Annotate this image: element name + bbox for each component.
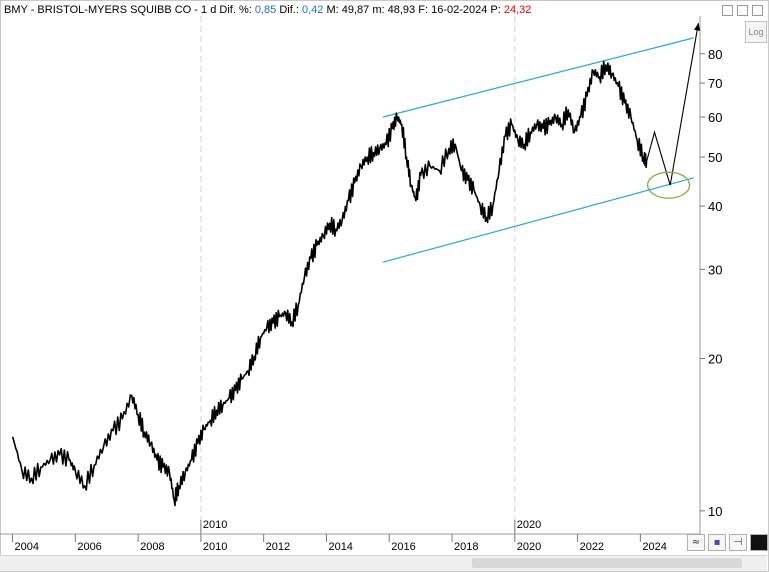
projection-line [646,23,699,186]
y-tick-label: 60 [708,110,722,125]
wave-tool-icon[interactable]: ≈ [687,534,705,551]
price-series [11,60,648,507]
y-tick-label: 70 [708,76,722,91]
x-tick-label: 2008 [140,541,164,553]
max-label: M: [326,4,339,16]
symbol-name: BMY - BRISTOL-MYERS SQUIBB CO - [4,4,198,16]
dif-pct-label: Dif. %: [219,4,252,16]
x-tick-label: 2014 [328,541,352,553]
dif-label: Dif.: [279,4,299,16]
x-tick-label: 2024 [642,541,666,553]
price-label: P: [490,4,501,16]
y-tick-label: 30 [708,262,722,277]
x-tick-label: 2004 [15,541,39,553]
horizontal-scrollbar[interactable] [0,555,767,571]
decade-label: 2010 [203,519,227,531]
y-tick-label: 80 [708,47,722,62]
minimize-button[interactable] [722,5,733,16]
min-label: m: [372,4,385,16]
channel-lower-line [382,177,694,263]
projection-arrowhead [694,23,701,31]
x-tick-label: 2010 [203,541,227,553]
decade-label: 2020 [517,519,541,531]
pin-icon[interactable]: ⊣ [729,534,747,551]
y-tick-label: 50 [708,150,722,165]
chart-header: BMY - BRISTOL-MYERS SQUIBB CO - 1 d Dif.… [4,4,531,16]
grid: 2010 2020 [200,16,541,534]
price-line [11,60,648,507]
date-label: F: [418,4,429,16]
maximize-button[interactable] [737,5,748,16]
x-tick-label: 2012 [266,541,290,553]
max-value: 49,87 [341,4,370,16]
channel-upper-line [382,37,694,118]
dif-value: 0,42 [301,4,324,16]
chart-toolbar: ≈ ▪ ⊣ [687,534,768,551]
x-tick-label: 2016 [391,541,415,553]
trend-channel [382,37,694,263]
y-tick-label: 40 [708,199,722,214]
interval-label: 1 d [201,4,217,16]
color-swatch-icon[interactable] [750,534,768,551]
window-controls [722,5,763,16]
x-tick-label: 2018 [454,541,478,553]
x-tick-label: 2020 [517,541,541,553]
dif-pct-value: 0,85 [254,4,277,16]
x-tick-label: 2006 [77,541,101,553]
projection [646,23,701,199]
date-value: 16-02-2024 [431,4,488,16]
y-tick-label: 20 [708,351,722,366]
close-button[interactable] [752,5,763,16]
price-value: 24,32 [503,4,532,16]
x-tick-label: 2022 [580,541,604,553]
scrollbar-thumb[interactable] [472,558,742,568]
x-axis: 2004 2006 2008 2010 2012 2014 2016 2018 2020 2022… [0,533,700,553]
min-value: 48,93 [387,4,416,16]
log-scale-button[interactable]: Log [745,21,767,43]
target-zone-ellipse [646,171,691,199]
save-icon[interactable]: ▪ [708,534,726,551]
y-axis: 10 20 30 40 50 60 70 80 [699,16,722,534]
y-tick-label: 10 [708,504,722,519]
